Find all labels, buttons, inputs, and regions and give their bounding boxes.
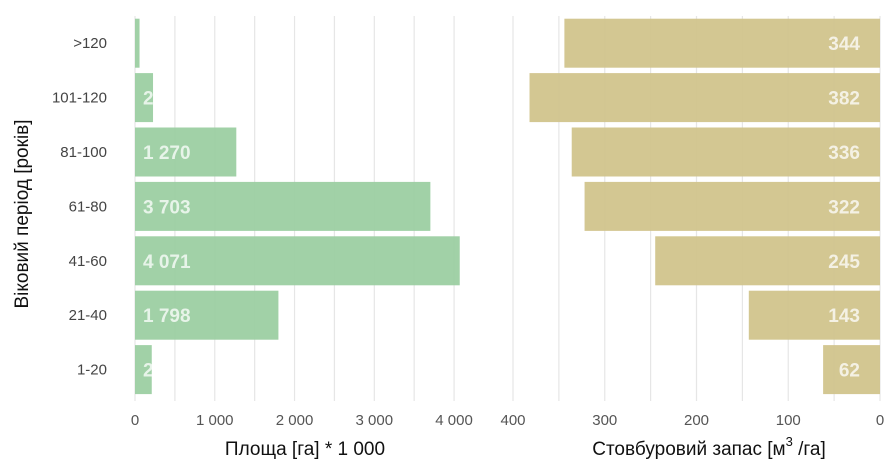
- right-bar-value-label: 336: [828, 143, 860, 164]
- right-bar: [584, 181, 880, 231]
- category-label: >120: [73, 35, 107, 52]
- category-label: 1-20: [77, 362, 107, 379]
- left-x-tick-label: 1 000: [196, 412, 234, 429]
- right-x-axis-title-main: Стовбуровий запас [м: [592, 439, 785, 460]
- left-x-tick-label: 0: [131, 412, 139, 429]
- left-bar: [135, 127, 237, 177]
- left-bar-value-label: 3 703: [143, 197, 191, 218]
- left-bar: [135, 345, 152, 395]
- right-bar-value-label: 382: [828, 89, 860, 110]
- right-bar: [571, 127, 880, 177]
- right-bar-value-label: 344: [828, 34, 860, 55]
- category-label: 81-100: [60, 144, 107, 161]
- left-bar: [135, 290, 279, 340]
- left-bar-value-label: 1 798: [143, 306, 191, 327]
- left-bar-value-label: 4 071: [143, 252, 191, 273]
- right-x-tick-label: 400: [500, 412, 525, 429]
- left-panel-x-tick-labels: 0 1 000 2 000 3 000 4 000: [131, 412, 473, 429]
- left-x-axis-title: Площа [га] * 1 000: [225, 439, 385, 460]
- left-bar-value-label: 1 270: [143, 143, 191, 164]
- left-bar: [135, 18, 140, 68]
- right-x-tick-label: 0: [876, 412, 884, 429]
- right-x-axis-title: Стовбуровий запас [м3 /га]: [592, 434, 826, 460]
- left-x-tick-label: 3 000: [356, 412, 394, 429]
- right-bar-value-label: 322: [828, 197, 860, 218]
- left-bar: [135, 73, 154, 123]
- right-bar: [529, 73, 880, 123]
- right-bar: [655, 236, 880, 286]
- category-tick-labels: >120 101-120 81-100 61-80 41-60 21-40 1-20: [52, 35, 107, 378]
- left-panel-bars: 57 226 1 270 3 703 4 071 1 798 210: [135, 18, 460, 395]
- right-bar-value-label: 62: [839, 361, 860, 382]
- left-bar-value-label: 226: [143, 89, 175, 110]
- right-x-tick-label: 300: [592, 412, 617, 429]
- right-x-axis-title-superscript: 3: [786, 434, 793, 449]
- right-x-axis-title-unit: /га]: [793, 439, 826, 460]
- category-label: 21-40: [69, 307, 107, 324]
- right-panel-x-tick-labels: 400 300 200 100 0: [500, 412, 884, 429]
- left-x-tick-label: 2 000: [276, 412, 314, 429]
- category-label: 41-60: [69, 253, 107, 270]
- right-bar-value-label: 245: [828, 252, 860, 273]
- right-x-tick-label: 100: [776, 412, 801, 429]
- right-bar-value-label: 143: [828, 306, 860, 327]
- category-label: 61-80: [69, 198, 107, 215]
- left-x-tick-label: 4 000: [435, 412, 473, 429]
- right-bar: [748, 290, 880, 340]
- y-axis-title: Віковий період [років]: [12, 119, 33, 308]
- left-bar: [135, 181, 431, 231]
- right-panel-bars: 344 382 336 322 245 143 62: [529, 18, 880, 395]
- left-bar-value-label: 57: [143, 34, 164, 55]
- left-bar: [135, 236, 460, 286]
- right-bar: [823, 345, 880, 395]
- category-label: 101-120: [52, 90, 107, 107]
- left-bar-value-label: 210: [143, 361, 175, 382]
- right-bar: [564, 18, 880, 68]
- right-x-tick-label: 200: [684, 412, 709, 429]
